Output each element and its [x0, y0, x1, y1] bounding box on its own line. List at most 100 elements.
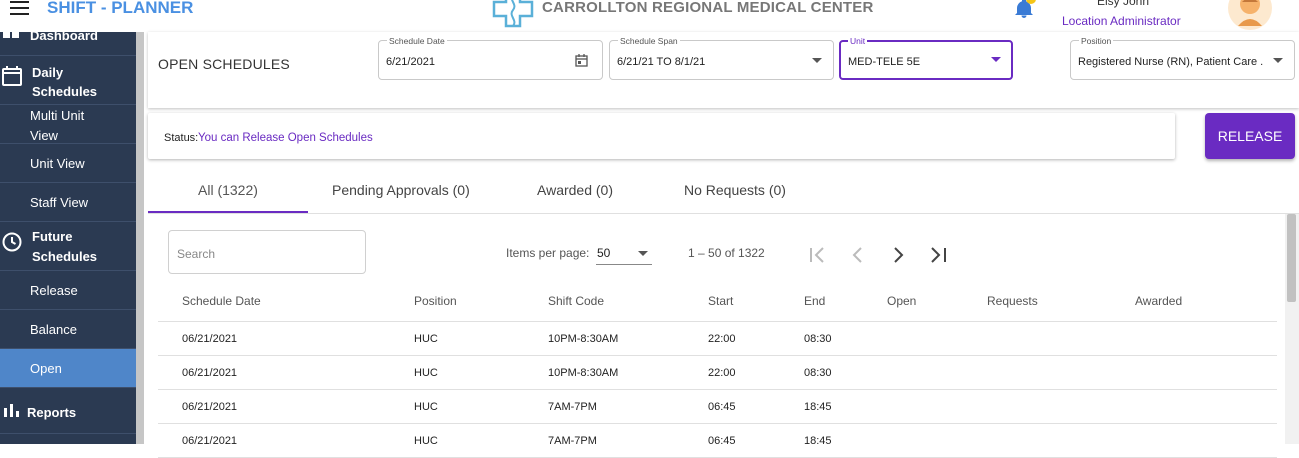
field-value: 6/21/21 TO 8/1/21: [617, 56, 706, 68]
hospital-brand: CARROLLTON REGIONAL MEDICAL CENTER: [492, 0, 874, 28]
sidebar-item-label: Balance: [30, 322, 77, 337]
search-field[interactable]: [168, 230, 366, 274]
status-label: Status:: [164, 132, 199, 144]
field-label: Schedule Date: [387, 36, 447, 46]
user-name: Elsy John: [1097, 0, 1150, 8]
tab-all[interactable]: All (1322): [198, 182, 258, 198]
cell-shift-code: 7AM-7PM: [548, 401, 597, 413]
content-scrollbar[interactable]: [1285, 214, 1299, 444]
table-row[interactable]: 06/21/2021 HUC 10PM-8:30AM 22:00 08:30: [158, 356, 1277, 390]
status-card: Status: You can Release Open Schedules: [148, 113, 1175, 159]
search-input[interactable]: [177, 247, 357, 261]
sidebar-scrollbar[interactable]: [136, 32, 144, 444]
first-page-icon[interactable]: [808, 245, 828, 265]
tab-awarded[interactable]: Awarded (0): [537, 182, 614, 198]
hospital-name: CARROLLTON REGIONAL MEDICAL CENTER: [542, 0, 874, 16]
cell-end: 18:45: [804, 401, 832, 413]
next-page-icon[interactable]: [888, 245, 908, 265]
sidebar: Dashboard Daily Schedules Multi Unit Vie…: [0, 32, 136, 444]
sidebar-item-unit-view[interactable]: Unit View: [0, 144, 136, 183]
sidebar-item-open[interactable]: Open: [0, 349, 136, 388]
active-tab-indicator: [148, 211, 308, 213]
clock-icon: [2, 232, 22, 252]
tab-pending-approvals[interactable]: Pending Approvals (0): [332, 182, 470, 198]
column-header[interactable]: Requests: [987, 294, 1038, 308]
status-message: You can Release Open Schedules: [198, 132, 373, 144]
chevron-down-icon: [638, 251, 648, 256]
sidebar-item-label: Staff View: [30, 195, 89, 210]
sidebar-item-future-schedules[interactable]: Future Schedules: [0, 222, 136, 271]
bar-chart-icon: [4, 404, 19, 417]
column-header[interactable]: Shift Code: [548, 294, 605, 308]
field-value: MED-TELE 5E: [848, 56, 921, 68]
items-per-page-value: 50: [597, 246, 611, 260]
sidebar-item-label: Dashboard: [30, 32, 98, 43]
cell-position: HUC: [414, 333, 438, 345]
table-row[interactable]: 06/21/2021 HUC 7AM-7PM 06:45 18:45: [158, 424, 1277, 458]
field-value: 6/21/2021: [386, 56, 435, 68]
table-row[interactable]: 06/21/2021 HUC 7AM-7PM 06:45 18:45: [158, 390, 1277, 424]
pagination-range: 1 – 50 of 1322: [688, 246, 765, 260]
tab-no-requests[interactable]: No Requests (0): [684, 182, 786, 198]
calendar-picker-icon[interactable]: [575, 54, 588, 67]
table-header: Schedule Date Position Shift Code Start …: [158, 286, 1277, 322]
field-label: Schedule Span: [618, 36, 680, 46]
cell-position: HUC: [414, 367, 438, 379]
cell-shift-code: 7AM-7PM: [548, 435, 597, 447]
cell-schedule-date: 06/21/2021: [182, 435, 238, 447]
column-header[interactable]: Open: [887, 294, 917, 308]
column-header[interactable]: End: [804, 294, 826, 308]
cell-schedule-date: 06/21/2021: [182, 367, 238, 379]
sidebar-item-daily-schedules[interactable]: Daily Schedules: [0, 56, 136, 105]
sidebar-item-label: Daily Schedules: [32, 65, 98, 99]
release-button[interactable]: RELEASE: [1205, 113, 1295, 159]
field-value: Registered Nurse (RN), Patient Care ...: [1078, 56, 1263, 68]
sidebar-item-label: Multi Unit View: [30, 108, 85, 143]
chevron-down-icon: [812, 58, 822, 63]
cell-start: 06:45: [708, 435, 736, 447]
cell-schedule-date: 06/21/2021: [182, 333, 238, 345]
cell-shift-code: 10PM-8:30AM: [548, 367, 619, 379]
sidebar-item-staff-view[interactable]: Staff View: [0, 183, 136, 222]
last-page-icon[interactable]: [928, 245, 948, 265]
sidebar-item-balance[interactable]: Balance: [0, 310, 136, 349]
column-header[interactable]: Position: [414, 294, 457, 308]
table-row[interactable]: 06/21/2021 HUC 10PM-8:30AM 22:00 08:30: [158, 322, 1277, 356]
column-header[interactable]: Schedule Date: [182, 294, 261, 308]
sidebar-item-label: Unit View: [30, 156, 85, 171]
avatar[interactable]: [1228, 0, 1272, 30]
dashboard-icon: [3, 32, 19, 38]
cell-start: 22:00: [708, 367, 736, 379]
notification-bell-icon[interactable]: [1012, 0, 1036, 20]
sidebar-item-reports[interactable]: Reports: [0, 388, 136, 434]
column-header[interactable]: Awarded: [1135, 294, 1183, 308]
cell-shift-code: 10PM-8:30AM: [548, 333, 619, 345]
user-avatar-icon: [1238, 0, 1262, 26]
chevron-down-icon: [991, 57, 1001, 62]
items-per-page-select[interactable]: 50: [596, 243, 652, 265]
schedule-span-select[interactable]: Schedule Span 6/21/21 TO 8/1/21: [609, 36, 834, 80]
scrollbar-thumb[interactable]: [1287, 214, 1296, 302]
sidebar-item-label: Reports: [27, 405, 77, 420]
top-bar: SHIFT - PLANNER CARROLLTON REGIONAL MEDI…: [0, 0, 1299, 32]
cell-schedule-date: 06/21/2021: [182, 401, 238, 413]
cell-position: HUC: [414, 401, 438, 413]
sidebar-item-label: Open: [30, 361, 62, 376]
sidebar-item-dashboard[interactable]: Dashboard: [0, 32, 136, 56]
sidebar-item-multi-unit-view[interactable]: Multi Unit View: [0, 105, 136, 144]
unit-select[interactable]: Unit MED-TELE 5E: [839, 36, 1013, 80]
hospital-logo-icon: [492, 0, 534, 28]
items-per-page-label: Items per page:: [506, 246, 590, 260]
cell-end: 08:30: [804, 367, 832, 379]
schedule-date-field[interactable]: Schedule Date 6/21/2021: [378, 36, 603, 80]
cell-end: 18:45: [804, 435, 832, 447]
calendar-icon: [2, 66, 22, 86]
previous-page-icon[interactable]: [848, 245, 868, 265]
position-select[interactable]: Position Registered Nurse (RN), Patient …: [1070, 36, 1295, 80]
cell-position: HUC: [414, 435, 438, 447]
chevron-down-icon: [1273, 58, 1283, 63]
sidebar-item-release[interactable]: Release: [0, 271, 136, 310]
menu-icon[interactable]: [10, 1, 30, 15]
column-header[interactable]: Start: [708, 294, 734, 308]
page-title: OPEN SCHEDULES: [158, 56, 290, 72]
